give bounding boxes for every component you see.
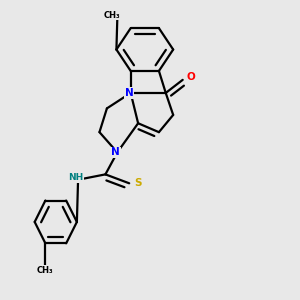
Text: CH₃: CH₃ [103, 11, 120, 20]
Text: N: N [125, 88, 134, 98]
Text: O: O [187, 72, 195, 82]
Text: NH: NH [68, 173, 83, 182]
Text: N: N [111, 147, 120, 158]
Text: S: S [134, 178, 142, 188]
Text: CH₃: CH₃ [37, 266, 54, 274]
